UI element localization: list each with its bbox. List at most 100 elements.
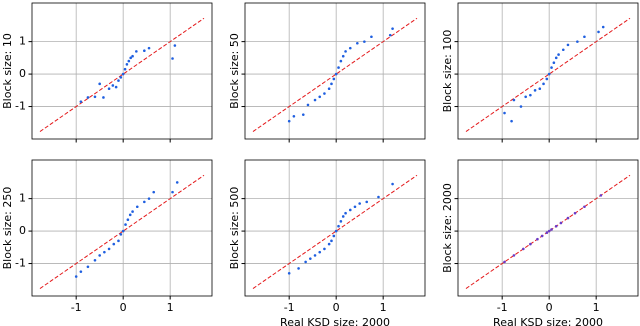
axes-frame [244, 2, 426, 140]
point [117, 79, 120, 82]
x-tick-label: 1 [167, 301, 174, 314]
point [524, 95, 527, 99]
reference-line [252, 17, 418, 132]
point [127, 59, 131, 63]
y-axis-label: Block size: 250 [1, 187, 14, 270]
point [86, 265, 90, 269]
reference-line [465, 17, 631, 132]
point [519, 105, 523, 108]
point [547, 72, 551, 76]
point [287, 119, 291, 123]
point [103, 250, 106, 254]
x-tick-label: 1 [380, 301, 387, 314]
point [358, 202, 361, 205]
axes-frame [244, 159, 426, 297]
point [365, 200, 369, 204]
y-axis-label: Block size: 2000 [441, 183, 454, 273]
point [119, 76, 123, 79]
axes-frame [31, 159, 213, 297]
point [545, 231, 549, 235]
point [547, 229, 551, 233]
reference-line [252, 174, 418, 289]
subplot: -1 0 1 Block size: 10 [1, 2, 213, 143]
subplot: -1 0 1 Block size: 500 Real KSD size: 2000 [228, 159, 426, 326]
x-tick-label: -1 [284, 301, 295, 314]
point [124, 223, 127, 226]
point [337, 224, 340, 228]
x-axis-label: Real KSD size: 2000 [280, 316, 390, 326]
point [542, 82, 545, 86]
point [550, 228, 553, 231]
point [391, 27, 394, 30]
point [323, 247, 326, 251]
point [135, 50, 138, 53]
x-tick-label: 0 [120, 301, 127, 314]
point [121, 229, 125, 233]
point [332, 234, 336, 238]
point [545, 77, 549, 81]
point [334, 229, 338, 233]
point [576, 40, 579, 43]
point [370, 35, 373, 39]
point [597, 30, 600, 34]
y-tick-label: 1 [19, 35, 26, 48]
point [552, 61, 556, 65]
reference-line [39, 17, 205, 132]
point [583, 35, 586, 39]
point [557, 53, 560, 56]
point [344, 211, 347, 215]
point [304, 260, 307, 264]
x-tick-label: -1 [71, 301, 82, 314]
point [363, 40, 366, 43]
reference-line [39, 174, 205, 289]
point [377, 195, 380, 199]
point [175, 181, 179, 184]
point [74, 275, 78, 278]
y-tick-label: -1 [15, 257, 26, 270]
y-axis-label: Block size: 100 [441, 30, 454, 113]
x-tick-label: 1 [593, 301, 600, 314]
point [111, 84, 115, 87]
point [388, 33, 392, 37]
point [171, 57, 174, 60]
point [330, 82, 333, 86]
point [356, 41, 359, 45]
point [147, 197, 151, 200]
point [112, 242, 116, 246]
point [121, 72, 125, 76]
point [313, 254, 317, 257]
point [353, 205, 357, 209]
point [561, 48, 565, 52]
point [143, 49, 146, 53]
subplot: Block size: 50 [228, 2, 426, 143]
point [171, 190, 174, 194]
point [117, 239, 120, 243]
point [339, 59, 343, 63]
point [128, 213, 132, 217]
point [135, 205, 139, 209]
y-axis-label: Block size: 500 [228, 187, 241, 270]
point [554, 224, 558, 228]
point [503, 111, 506, 115]
point [339, 220, 343, 223]
point [559, 221, 563, 225]
x-axis-label: Real KSD size: 2000 [493, 316, 603, 326]
axes-frame [457, 159, 639, 297]
subplot: -1 0 1 Block size: 2000 Real KSD size: 2000 [441, 159, 639, 326]
point [119, 233, 123, 236]
point [573, 211, 577, 215]
point [323, 92, 326, 95]
point [318, 95, 322, 99]
point [510, 119, 513, 123]
point [301, 113, 305, 116]
y-axis-label: Block size: 50 [228, 33, 241, 109]
point [529, 242, 532, 246]
point [292, 114, 296, 118]
point [529, 93, 532, 97]
point [147, 46, 151, 50]
point [86, 96, 90, 99]
point [107, 247, 111, 251]
point [566, 43, 570, 47]
point [348, 46, 352, 50]
